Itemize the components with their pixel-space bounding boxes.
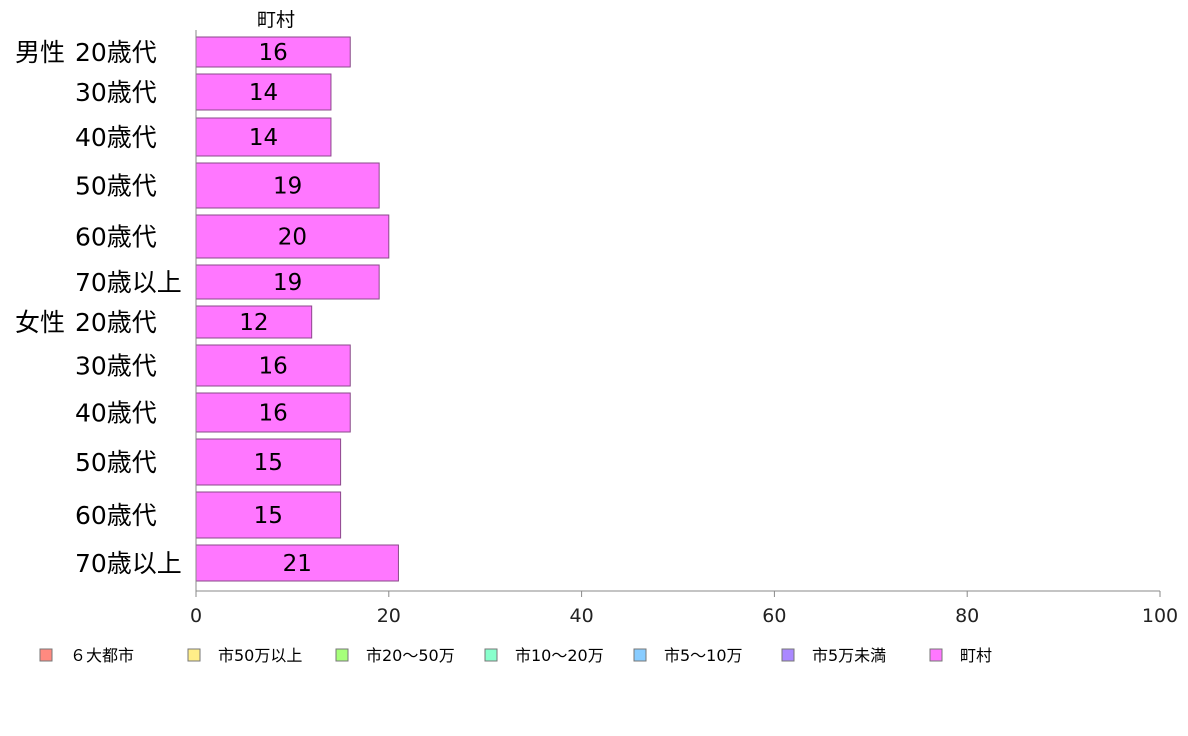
bar (195, 491, 342, 539)
category-label: 70歳以上 (75, 268, 182, 297)
legend-swatch (781, 648, 795, 662)
category-label: 60歳代 (75, 223, 157, 252)
bar (195, 162, 380, 209)
category-label: 20歳代 (75, 308, 157, 337)
bar (195, 438, 342, 486)
x-tick-label: 40 (570, 605, 594, 627)
x-tick-label: 20 (377, 605, 401, 627)
bar (195, 214, 390, 259)
bar (195, 117, 332, 157)
category-label: 70歳以上 (75, 549, 182, 578)
category-label: 60歳代 (75, 501, 157, 530)
category-label: 40歳代 (75, 123, 157, 152)
x-tick-label: 100 (1142, 605, 1178, 627)
bar (195, 305, 313, 339)
category-label: 20歳代 (75, 38, 157, 67)
bar (195, 36, 351, 68)
legend-label: 市50万以上 (218, 646, 302, 665)
x-axis: 0 20 40 60 80 100 (190, 30, 1178, 627)
group-label: 男性 (15, 38, 65, 67)
bar (195, 73, 332, 111)
legend: ６大都市 市50万以上 市20〜50万 市10〜20万 市5〜10万 市5万未満 町村 (39, 646, 992, 665)
x-tick-label: 0 (190, 605, 202, 627)
series-title: 町村 (257, 9, 295, 31)
legend-swatch (484, 648, 498, 662)
legend-label: 市5〜10万 (664, 646, 743, 665)
category-label: 40歳代 (75, 399, 157, 428)
bar-value-label: 21 (283, 551, 312, 577)
legend-swatch (187, 648, 201, 662)
bar-value-label: 19 (273, 174, 302, 200)
group-label: 女性 (15, 308, 65, 337)
legend-label: 市10〜20万 (515, 646, 604, 665)
category-label: 50歳代 (75, 172, 157, 201)
legend-swatch (39, 648, 53, 662)
bar (195, 544, 399, 582)
category-label: 30歳代 (75, 78, 157, 107)
bar-value-label: 16 (258, 40, 287, 66)
bar-value-label: 20 (278, 225, 307, 251)
legend-swatch (633, 648, 647, 662)
legend-label: 町村 (960, 646, 992, 665)
category-labels: 20歳代 30歳代 40歳代 50歳代 60歳代 70歳以上 20歳代 30歳代 40歳代 50歳… (75, 38, 182, 578)
x-tick-label: 80 (955, 605, 979, 627)
legend-swatch (929, 648, 943, 662)
x-tick-label: 60 (762, 605, 786, 627)
bar-value-label: 15 (254, 450, 283, 476)
legend-swatch (335, 648, 349, 662)
bar-value-label: 12 (239, 310, 268, 336)
bar-value-label: 14 (249, 125, 278, 151)
legend-label: 市5万未満 (812, 646, 886, 665)
legend-label: 市20〜50万 (366, 646, 455, 665)
category-label: 50歳代 (75, 448, 157, 477)
bar-value-label: 16 (258, 401, 287, 427)
bar-value-label: 14 (249, 80, 278, 106)
bar-value-label: 15 (254, 503, 283, 529)
bar-value-label: 16 (258, 354, 287, 380)
bar-value-label: 19 (273, 270, 302, 296)
legend-label: ６大都市 (70, 646, 134, 665)
category-label: 30歳代 (75, 352, 157, 381)
